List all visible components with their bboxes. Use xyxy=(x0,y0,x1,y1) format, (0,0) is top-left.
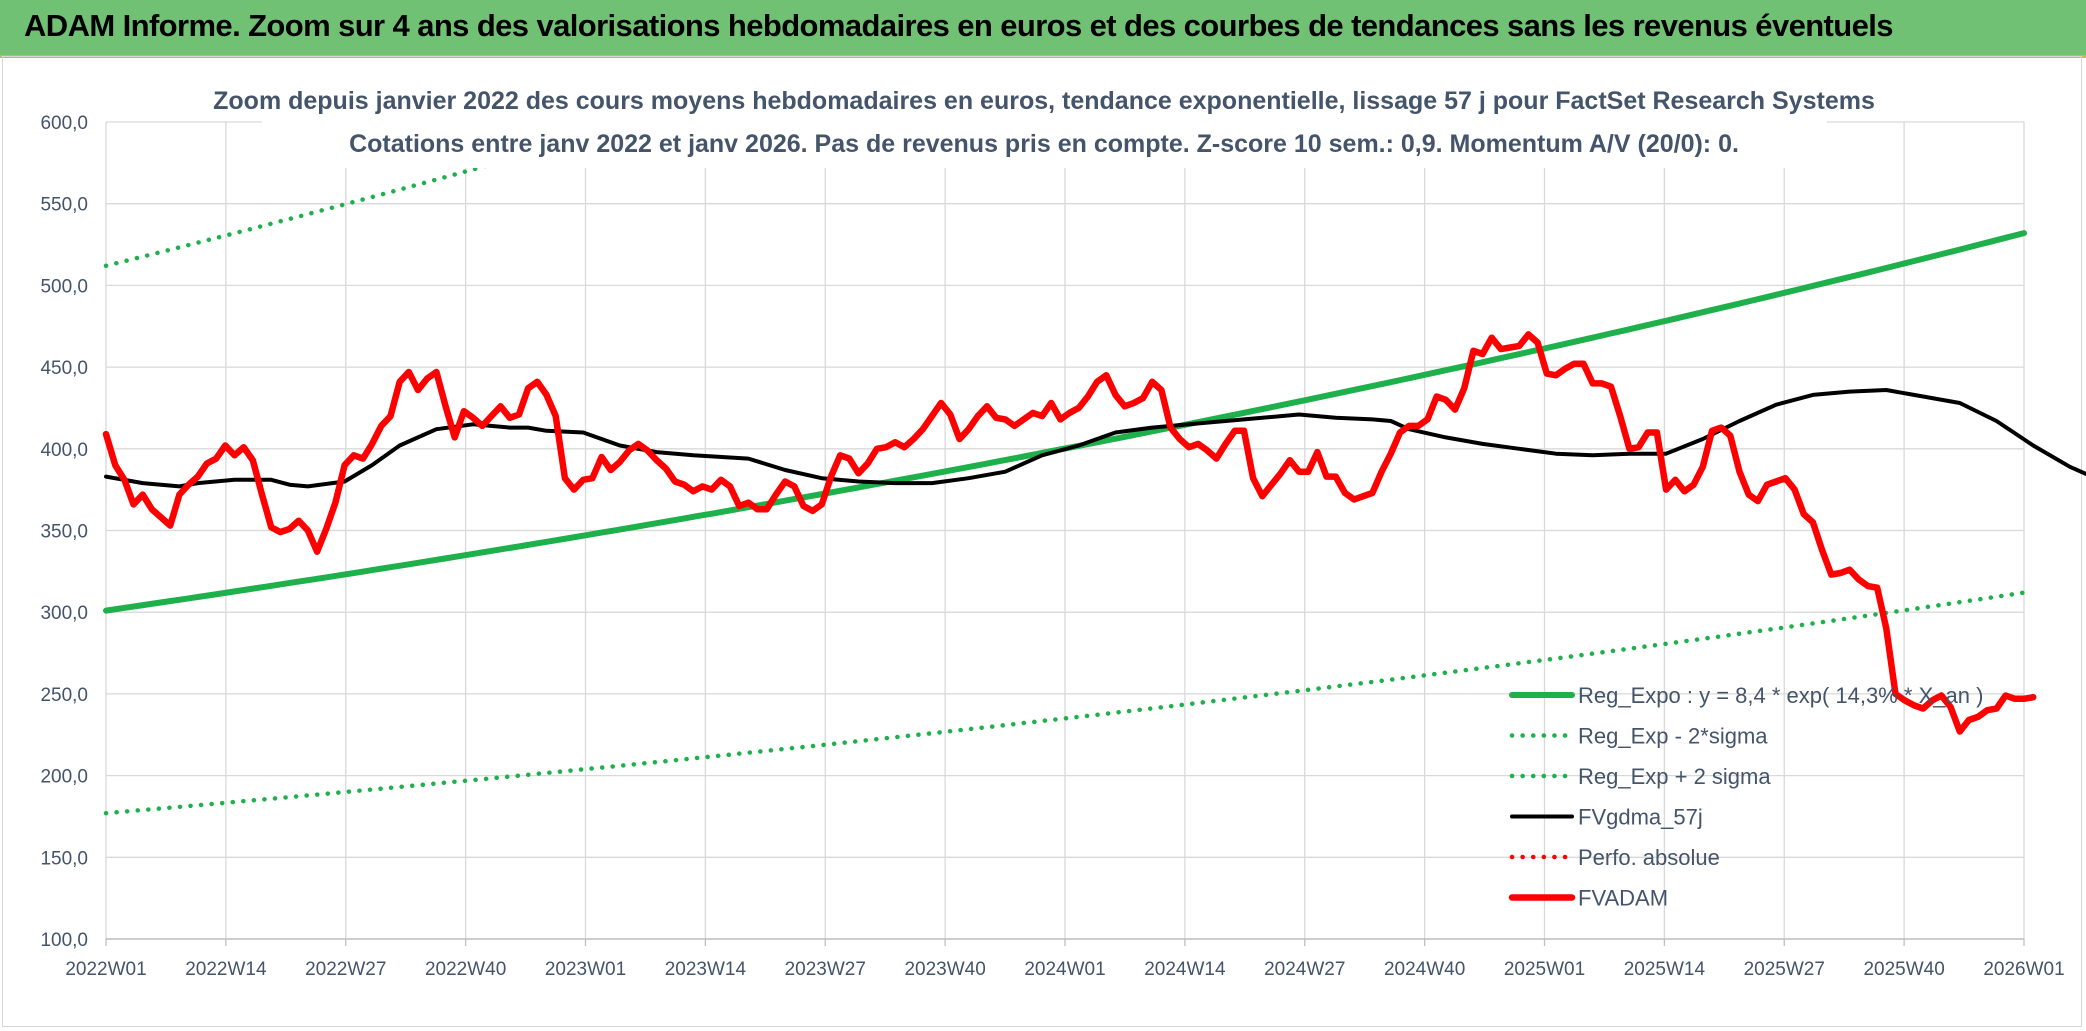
y-tick-label: 400,0 xyxy=(40,440,88,461)
x-tick-label: 2025W01 xyxy=(1504,959,1585,980)
x-tick-label: 2024W14 xyxy=(1144,959,1226,980)
x-tick-label: 2025W14 xyxy=(1624,959,1706,980)
subtitle-background xyxy=(262,80,1827,168)
legend-label: Reg_Exp + 2 sigma xyxy=(1578,764,1771,789)
x-tick-label: 2026W01 xyxy=(1983,959,2064,980)
y-tick-label: 200,0 xyxy=(40,767,88,788)
x-tick-label: 2023W27 xyxy=(785,959,866,980)
chart-subtitle: Zoom depuis janvier 2022 des cours moyen… xyxy=(213,80,1875,168)
x-tick-label: 2024W40 xyxy=(1384,959,1465,980)
x-tick-label: 2024W27 xyxy=(1264,959,1345,980)
grid xyxy=(105,121,2025,940)
legend-label: FVgdma_57j xyxy=(1578,805,1703,830)
subtitle-line-1: Zoom depuis janvier 2022 des cours moyen… xyxy=(213,87,1875,115)
y-axis: 100,0 150,0 200,0 250,0 300,0 350,0 400,0 450,0… xyxy=(40,113,88,951)
page-title: ADAM Informe. Zoom sur 4 ans des valoris… xyxy=(24,8,1894,43)
x-tick-label: 2024W01 xyxy=(1024,959,1105,980)
y-tick-label: 300,0 xyxy=(40,603,88,624)
y-tick-label: 250,0 xyxy=(40,685,88,706)
x-tick-label: 2023W14 xyxy=(665,959,747,980)
x-tick-label: 2023W40 xyxy=(904,959,985,980)
legend-label: Reg_Expo : y = 8,4 * exp( 14,3% * X_an ) xyxy=(1578,683,1983,708)
y-tick-label: 550,0 xyxy=(40,195,88,216)
y-tick-label: 500,0 xyxy=(40,276,88,297)
y-tick-label: 100,0 xyxy=(40,930,88,951)
y-tick-label: 150,0 xyxy=(40,848,88,869)
y-tick-label: 600,0 xyxy=(40,113,88,134)
series-line-3 xyxy=(104,388,2086,489)
series-line-5 xyxy=(102,331,2037,735)
x-tick-label: 2022W27 xyxy=(305,959,386,980)
series-line-1 xyxy=(103,590,2027,816)
series-line-2 xyxy=(103,122,649,269)
legend-label: Reg_Exp - 2*sigma xyxy=(1578,724,1768,749)
legend-label: Perfo. absolue xyxy=(1578,845,1720,870)
chart-frame xyxy=(2,56,2082,1027)
y-tick-label: 450,0 xyxy=(40,358,88,379)
x-axis: 2022W01 2022W14 2022W27 2022W40 2023W01 2023W… xyxy=(65,938,2065,980)
y-tick-label: 350,0 xyxy=(40,522,88,543)
subtitle-line-2: Cotations entre janv 2022 et janv 2026. … xyxy=(349,130,1739,158)
legend-label: FVADAM xyxy=(1578,886,1668,911)
x-tick-label: 2025W27 xyxy=(1744,959,1825,980)
x-tick-label: 2022W40 xyxy=(425,959,506,980)
x-tick-label: 2022W01 xyxy=(65,959,146,980)
x-tick-label: 2022W14 xyxy=(185,959,267,980)
x-tick-label: 2023W01 xyxy=(545,959,626,980)
x-tick-label: 2025W40 xyxy=(1863,959,1944,980)
legend: Reg_Expo : y = 8,4 * exp( 14,3% * X_an )… xyxy=(1508,683,1983,911)
plot-area xyxy=(102,122,2086,816)
